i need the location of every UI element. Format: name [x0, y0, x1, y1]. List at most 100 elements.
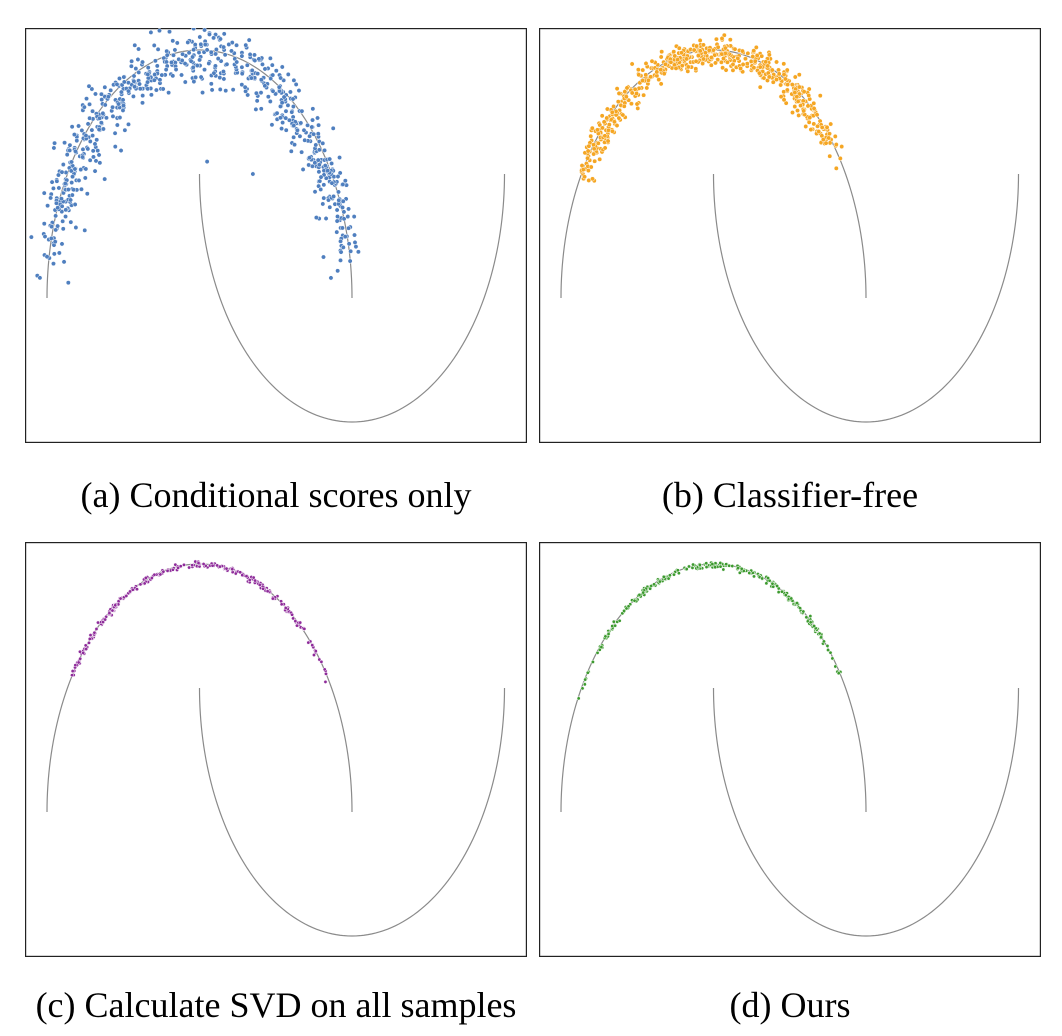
data-point — [221, 31, 227, 37]
data-point — [346, 225, 352, 231]
data-point — [180, 51, 186, 57]
data-point — [87, 138, 93, 144]
data-point — [336, 197, 342, 203]
data-point — [164, 52, 170, 58]
data-point — [327, 204, 333, 210]
data-point — [658, 54, 664, 60]
data-point — [641, 92, 647, 98]
data-point — [68, 168, 74, 174]
data-point — [825, 643, 830, 648]
data-point — [759, 53, 765, 59]
data-point — [827, 153, 833, 159]
data-point — [187, 565, 192, 570]
data-point — [816, 129, 822, 134]
data-point — [121, 103, 126, 109]
data-point — [78, 167, 84, 172]
data-point — [283, 108, 289, 114]
data-point — [316, 169, 322, 175]
data-point — [312, 189, 318, 195]
data-point — [830, 656, 835, 661]
data-point — [178, 564, 183, 569]
data-point — [151, 77, 157, 83]
data-point — [96, 127, 102, 132]
lower-moon-curve — [198, 687, 506, 937]
data-point — [89, 127, 95, 133]
data-point — [41, 190, 47, 196]
data-point — [130, 93, 136, 99]
data-point — [588, 133, 594, 139]
data-point — [128, 63, 134, 69]
data-point — [142, 581, 147, 586]
data-point — [274, 110, 280, 116]
data-point — [599, 645, 604, 650]
data-point — [585, 670, 590, 675]
data-point — [796, 112, 802, 118]
data-point — [320, 140, 326, 146]
data-point — [197, 34, 203, 40]
data-point — [808, 614, 813, 619]
data-point — [778, 94, 784, 100]
data-point — [290, 104, 296, 109]
data-point — [322, 147, 328, 153]
data-point — [751, 48, 757, 54]
data-point — [673, 65, 679, 71]
data-point — [67, 147, 73, 153]
data-point — [28, 234, 34, 240]
data-point — [73, 148, 78, 154]
data-point — [81, 650, 86, 655]
data-point — [105, 94, 111, 100]
data-point — [342, 178, 348, 184]
data-point — [744, 61, 750, 67]
data-point — [102, 84, 108, 90]
data-point — [255, 71, 261, 77]
data-point — [315, 131, 321, 137]
data-point — [580, 686, 585, 691]
data-point — [202, 67, 207, 73]
data-point — [63, 207, 69, 213]
data-point — [811, 121, 817, 127]
data-point — [56, 172, 61, 178]
data-point — [279, 64, 285, 70]
data-point — [828, 650, 833, 655]
data-point — [265, 94, 271, 100]
data-point — [153, 87, 159, 93]
data-point — [811, 105, 817, 111]
data-point — [279, 126, 285, 132]
data-point — [87, 157, 93, 163]
data-point — [84, 96, 89, 102]
data-point — [658, 81, 664, 87]
data-point — [316, 122, 322, 128]
data-point — [68, 197, 74, 203]
data-point — [167, 29, 172, 35]
data-point — [789, 596, 794, 601]
data-point — [667, 573, 672, 578]
scatter-points — [579, 32, 845, 184]
data-point — [120, 97, 126, 103]
data-point — [285, 71, 291, 77]
data-point — [152, 58, 158, 64]
data-point — [603, 634, 608, 639]
data-point — [254, 98, 260, 104]
data-point — [283, 115, 289, 121]
data-point — [190, 64, 196, 70]
data-point — [708, 62, 714, 68]
data-point — [334, 207, 340, 213]
data-point — [42, 234, 48, 239]
data-point — [239, 53, 245, 59]
data-point — [163, 67, 169, 73]
data-point — [93, 91, 98, 97]
data-point — [191, 28, 197, 32]
data-point — [170, 38, 176, 44]
data-point — [676, 45, 682, 51]
data-point — [615, 99, 621, 105]
data-point — [605, 138, 611, 144]
data-point — [179, 72, 185, 78]
data-point — [61, 259, 67, 265]
data-point — [826, 648, 830, 652]
data-point — [748, 58, 754, 64]
data-point — [95, 148, 101, 154]
data-point — [222, 52, 228, 58]
data-point — [49, 179, 55, 185]
data-point — [648, 74, 654, 80]
data-point — [120, 107, 126, 113]
